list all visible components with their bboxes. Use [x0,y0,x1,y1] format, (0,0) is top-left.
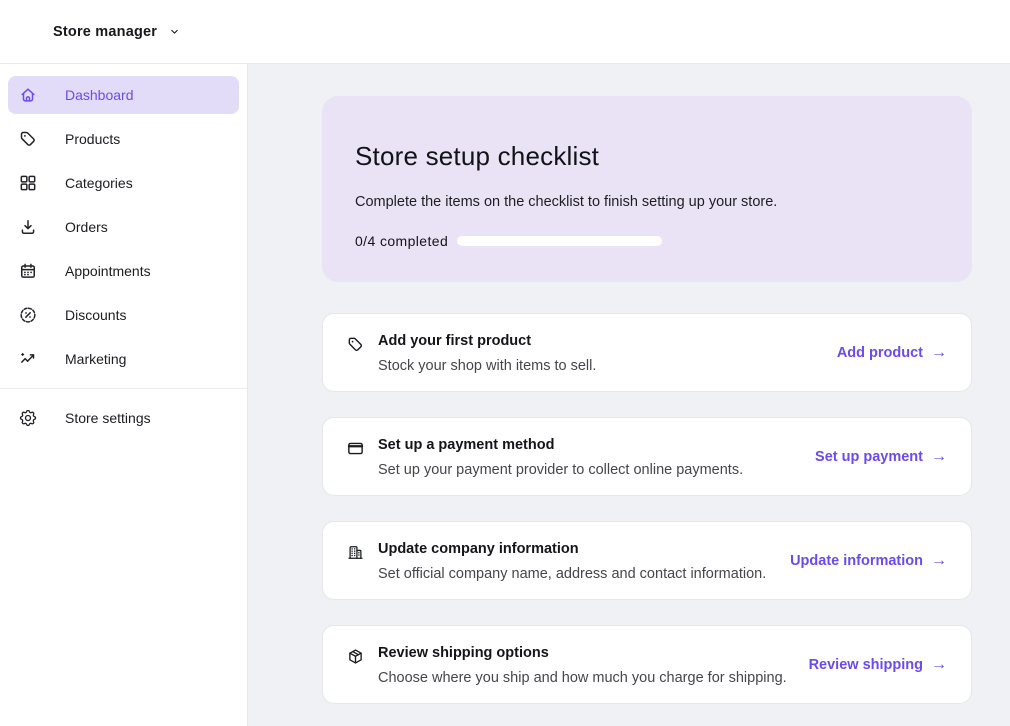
sidebar-item-label: Dashboard [65,87,134,103]
task-action-label: Update information [790,552,923,569]
trending-icon [18,349,38,369]
task-title: Review shipping options [378,645,549,661]
sidebar: Dashboard Products Categories Orders App… [0,64,248,726]
task-action-label: Add product [836,344,923,361]
tag-icon [18,129,38,149]
package-icon [346,647,365,666]
task-card: Add your first product Stock your shop w… [322,313,972,392]
arrow-right-icon: → [931,447,947,465]
sidebar-divider [0,388,247,389]
task-list: Add your first product Stock your shop w… [322,313,972,704]
app-header: Store manager [0,0,1010,64]
sidebar-item-label: Discounts [65,307,127,323]
sidebar-item-marketing[interactable]: Marketing [8,340,239,378]
main-content: Store setup checklist Complete the items… [248,64,1010,726]
task-description: Stock your shop with items to sell. [378,358,597,374]
task-action-update-information[interactable]: Update information → [790,551,947,569]
arrow-right-icon: → [931,343,947,361]
task-card: Set up a payment method Set up your paym… [322,417,972,496]
sidebar-item-label: Orders [65,219,108,235]
task-description: Choose where you ship and how much you c… [378,670,787,686]
sidebar-item-orders[interactable]: Orders [8,208,239,246]
task-title: Set up a payment method [378,437,555,453]
task-description: Set official company name, address and c… [378,566,767,582]
checklist-title: Store setup checklist [355,141,600,171]
sidebar-item-discounts[interactable]: Discounts [8,296,239,334]
checklist-card: Store setup checklist Complete the items… [322,96,972,282]
chevron-down-icon [168,25,181,38]
layout: Dashboard Products Categories Orders App… [0,64,1010,726]
sidebar-item-label: Categories [65,175,133,191]
arrow-right-icon: → [931,551,947,569]
sidebar-item-label: Marketing [65,351,127,367]
checklist-subtitle: Complete the items on the checklist to f… [355,194,778,210]
sidebar-item-label: Products [65,131,121,147]
progress-bar [457,236,663,246]
task-card: Review shipping options Choose where you… [322,625,972,704]
sidebar-item-dashboard[interactable]: Dashboard [8,76,239,114]
task-text: Review shipping options Choose where you… [378,626,809,703]
sidebar-item-label: Store settings [65,410,151,426]
progress-label: 0/4 completed [355,233,449,249]
sidebar-item-label: Appointments [65,263,151,279]
task-text: Add your first product Stock your shop w… [378,314,837,391]
credit-card-icon [346,439,365,458]
tag-icon [346,335,365,354]
calendar-icon [18,261,38,281]
task-action-review-shipping[interactable]: Review shipping → [808,655,947,673]
task-text: Set up a payment method Set up your paym… [378,418,815,495]
task-description: Set up your payment provider to collect … [378,462,744,478]
store-switcher[interactable]: Store manager [53,24,181,40]
sidebar-item-appointments[interactable]: Appointments [8,252,239,290]
sidebar-nav: Dashboard Products Categories Orders App… [0,76,247,378]
task-action-label: Set up payment [815,448,923,465]
sidebar-item-categories[interactable]: Categories [8,164,239,202]
task-action-set-up-payment[interactable]: Set up payment → [815,447,947,465]
orders-icon [18,217,38,237]
task-action-add-product[interactable]: Add product → [836,343,947,361]
sidebar-item-products[interactable]: Products [8,120,239,158]
task-action-label: Review shipping [808,656,923,673]
building-icon [346,543,365,562]
task-title: Add your first product [378,333,532,349]
gear-icon [18,408,38,428]
sidebar-item-store-settings[interactable]: Store settings [8,399,239,437]
home-icon [18,85,38,105]
task-card: Update company information Set official … [322,521,972,600]
progress-row: 0/4 completed [355,233,939,249]
sidebar-footer-nav: Store settings [0,399,247,437]
store-switcher-label: Store manager [53,23,158,40]
task-title: Update company information [378,541,579,557]
task-text: Update company information Set official … [378,522,790,599]
arrow-right-icon: → [931,655,947,673]
discount-icon [18,305,38,325]
grid-icon [18,173,38,193]
